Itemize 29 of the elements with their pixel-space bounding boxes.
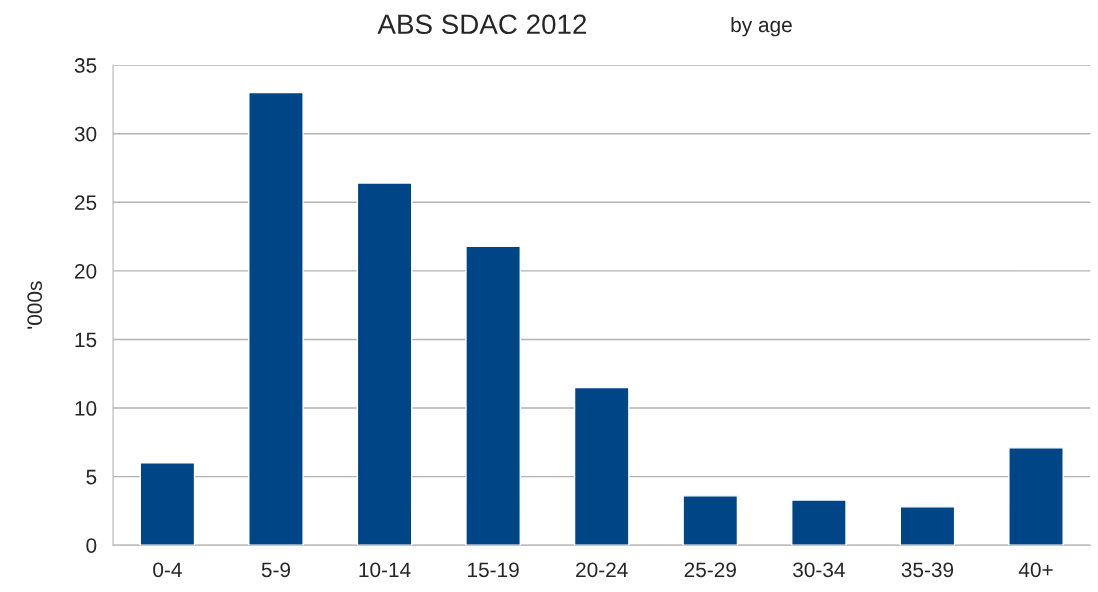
x-tick-label: 35-39 — [901, 562, 954, 578]
bar — [248, 91, 304, 546]
y-tick-label: 10 — [75, 401, 97, 416]
chart-subtitle: by age — [731, 16, 792, 37]
y-axis-title: '000s — [27, 281, 43, 329]
x-tick-label: 20-24 — [576, 562, 628, 578]
chart-title: ABS SDAC 2012 — [377, 14, 587, 35]
y-tick-label: 25 — [75, 195, 97, 211]
bar — [682, 495, 739, 546]
y-tick-label: 30 — [74, 126, 97, 142]
x-tick-label: 15-19 — [468, 562, 519, 578]
bar — [791, 499, 847, 546]
x-tick-label: 25-29 — [684, 562, 736, 578]
bar — [139, 462, 196, 546]
bar — [1008, 447, 1064, 546]
bar — [356, 182, 413, 546]
y-tick-label: 20 — [75, 263, 97, 279]
x-tick-label: 0-4 — [153, 562, 182, 578]
y-tick-label: 0 — [86, 538, 97, 553]
bar — [573, 386, 630, 546]
x-tick-label: 30-34 — [793, 562, 845, 578]
x-tick-label: 10-14 — [359, 562, 411, 578]
bar — [899, 506, 956, 546]
x-tick-label: 5-9 — [261, 562, 291, 578]
y-tick-label: 35 — [74, 58, 97, 73]
y-tick-label: 5 — [86, 469, 97, 485]
bar — [465, 245, 521, 546]
y-tick-label: 15 — [75, 332, 97, 348]
x-tick-label: 40+ — [1018, 562, 1053, 578]
